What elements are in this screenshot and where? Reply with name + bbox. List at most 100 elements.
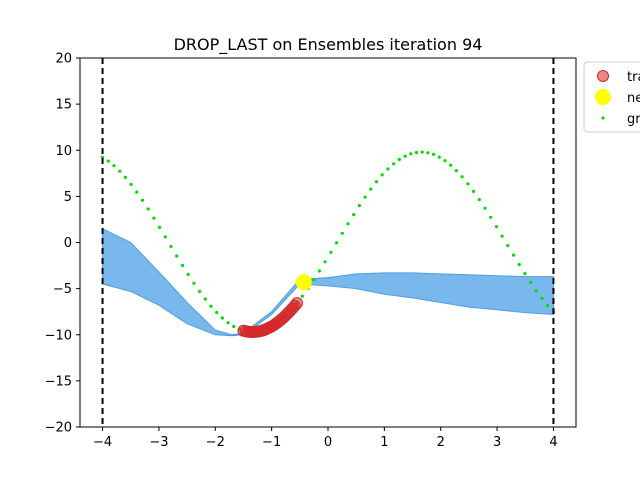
ground-truth-point [192, 281, 196, 285]
ground-truth-point [369, 187, 373, 191]
ground-truth-point [460, 175, 464, 179]
ground-truth-point [426, 151, 430, 155]
new-point-layer [295, 274, 312, 291]
x-tick-label: 1 [380, 435, 388, 450]
ground-truth-point [203, 297, 207, 301]
x-axis-ticks: −4 −3 −2 −1 0 1 2 3 4 [93, 427, 558, 450]
ground-truth-point [346, 222, 350, 226]
ground-truth-point [529, 280, 533, 284]
y-tick-label: −10 [45, 328, 72, 343]
ground-truth-point [414, 150, 419, 155]
ground-truth-point [198, 289, 202, 293]
ground-truth-point [209, 304, 213, 308]
ground-truth-point [232, 324, 236, 329]
legend-box [583, 61, 640, 133]
x-tick-label: −3 [149, 435, 168, 450]
y-tick-label: 15 [55, 98, 72, 113]
x-tick-label: −1 [262, 435, 281, 450]
ground-truth-point [403, 154, 407, 158]
ground-truth-point [106, 159, 110, 163]
legend-marker-train [597, 70, 609, 82]
ground-truth-point [471, 189, 476, 193]
x-tick-label: 3 [493, 435, 501, 450]
legend-label-new: ne [627, 91, 640, 106]
chart-title: DROP_LAST on Ensembles iteration 94 [174, 35, 483, 55]
y-tick-label: 20 [55, 52, 72, 67]
ground-truth-point [158, 225, 162, 229]
ground-truth-point [186, 272, 190, 276]
ground-truth-point [546, 304, 550, 308]
ground-truth-point [112, 164, 116, 168]
ground-truth-point [340, 231, 344, 235]
ground-truth-point [135, 190, 139, 194]
legend-label-ground-truth: gr [627, 112, 640, 127]
legend-marker-new [595, 89, 611, 105]
x-tick-label: −4 [93, 435, 112, 450]
ground-truth-point [140, 198, 145, 202]
ground-truth-point [215, 310, 219, 315]
ground-truth-point [454, 169, 458, 173]
train-layer [237, 297, 303, 338]
ground-truth-point [169, 244, 173, 249]
ground-truth-point [523, 272, 527, 276]
ground-truth-point [335, 241, 339, 245]
ground-truth-point [317, 269, 321, 273]
ground-truth-point [180, 263, 185, 267]
ground-truth-point [152, 216, 156, 220]
y-tick-label: −15 [45, 374, 72, 389]
vline-layer [101, 58, 555, 427]
ground-truth-point [386, 167, 390, 171]
ground-truth-point [380, 173, 384, 177]
ground-truth-point [163, 235, 167, 239]
y-tick-label: −20 [45, 421, 72, 436]
ground-truth-point [129, 182, 133, 187]
ground-truth-point [506, 244, 510, 248]
ground-truth-point [409, 152, 413, 156]
y-tick-label: 10 [55, 144, 72, 159]
ground-truth-point [220, 316, 224, 320]
ground-truth-point [494, 225, 498, 229]
ground-truth-point [226, 321, 230, 325]
ground-truth-point [489, 215, 493, 219]
x-tick-label: 0 [324, 435, 332, 450]
ground-truth-point [477, 198, 481, 202]
train-point [291, 297, 303, 310]
y-tick-label: −5 [53, 282, 72, 297]
y-axis-ticks: −20 −15 −10 −5 0 5 10 15 20 [45, 52, 80, 436]
ground-truth-point [123, 175, 127, 179]
ground-truth-point [352, 213, 356, 217]
ground-truth-point [146, 207, 150, 211]
x-tick-label: −2 [206, 435, 225, 450]
ground-truth-point [534, 289, 538, 293]
ground-truth-point [329, 250, 333, 254]
ground-truth-point [449, 163, 453, 167]
ground-truth-point [175, 254, 179, 258]
plot-background [80, 58, 576, 427]
ground-truth-point [500, 234, 504, 238]
ground-truth-point [397, 157, 401, 162]
ground-truth-point [420, 150, 424, 154]
ground-truth-layer [100, 150, 556, 334]
legend-label-train: tra [627, 70, 640, 85]
ground-truth-point [118, 169, 122, 173]
ground-truth-point [466, 182, 470, 186]
ground-truth-point [312, 278, 316, 282]
legend: tra ne gr [583, 61, 640, 133]
ground-truth-point [300, 294, 304, 298]
x-tick-label: 2 [437, 435, 445, 450]
ground-truth-point [540, 296, 544, 300]
ground-truth-point [432, 152, 436, 156]
y-tick-label: 0 [64, 236, 72, 251]
ground-truth-point [437, 155, 441, 159]
ground-truth-point [511, 253, 516, 257]
ground-truth-point [374, 180, 379, 184]
ground-truth-point [323, 260, 327, 264]
legend-marker-ground-truth [601, 116, 605, 120]
x-tick-label: 4 [549, 435, 557, 450]
new-point [295, 274, 312, 291]
ground-truth-point [443, 159, 447, 163]
ground-truth-point [483, 206, 487, 210]
ground-truth-point [363, 195, 367, 199]
ground-truth-point [392, 162, 396, 166]
